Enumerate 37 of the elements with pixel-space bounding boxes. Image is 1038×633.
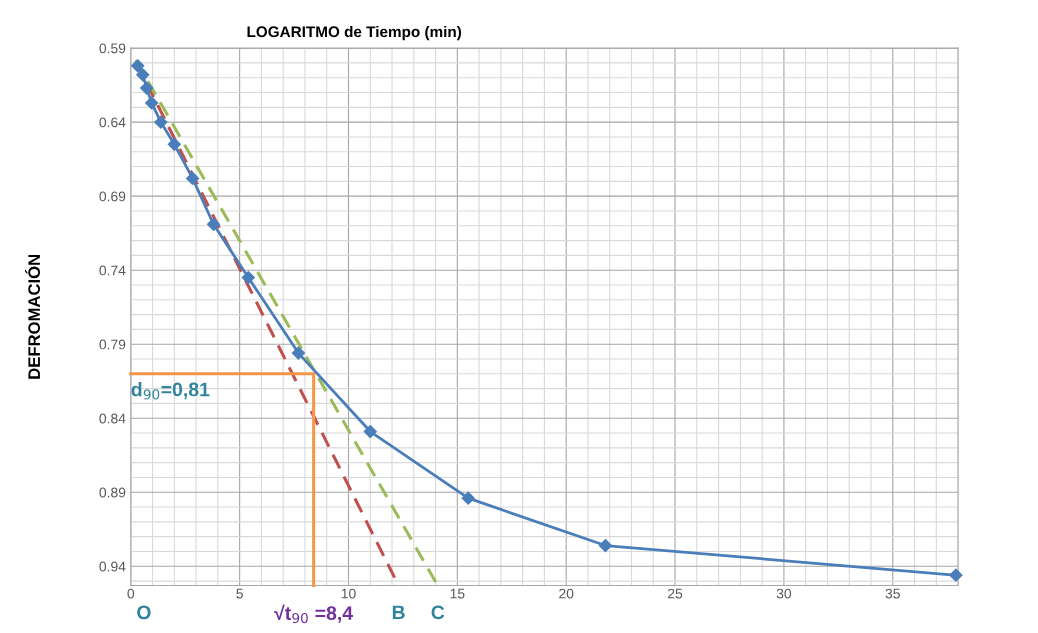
y-tick-label: 0.94 <box>99 561 126 572</box>
annotation: √t$_{90}$ =8,4 <box>274 604 353 624</box>
point <box>241 270 255 285</box>
y-tick-label: 0.74 <box>99 265 126 276</box>
y-tick-label: 0.59 <box>99 43 126 54</box>
point <box>167 137 181 151</box>
y-axis-title: DEFROMACIÓN <box>25 254 41 379</box>
annotation: d$_{90}$=0,81 <box>131 382 210 400</box>
y-tick-label: 0.69 <box>99 191 126 202</box>
x-tick-label: 0 <box>127 588 135 599</box>
y-tick-label: 0.64 <box>99 117 126 128</box>
x-tick-label: 10 <box>341 588 356 599</box>
point <box>291 346 306 360</box>
y-tick-label: 0.89 <box>99 487 126 498</box>
chart-title: LOGARITMO de Tiempo (min) <box>247 25 462 41</box>
annotation: C <box>431 605 445 620</box>
point <box>154 115 168 129</box>
x-tick-label: 15 <box>450 588 465 599</box>
point <box>131 59 145 73</box>
point <box>186 171 200 185</box>
point <box>136 68 150 82</box>
annotation: B <box>392 605 405 620</box>
point <box>363 424 377 439</box>
x-tick-label: 30 <box>776 588 792 599</box>
point <box>206 217 221 231</box>
point <box>461 491 475 505</box>
y-tick-label: 0.84 <box>99 413 126 424</box>
point <box>140 81 154 95</box>
y-tick-label: 0.79 <box>99 339 126 350</box>
x-tick-label: 20 <box>559 588 574 599</box>
x-tick-label: 5 <box>236 588 243 599</box>
point <box>145 96 159 110</box>
text: O <box>137 605 151 620</box>
point <box>949 568 963 582</box>
x-tick-label: 25 <box>668 588 683 599</box>
point <box>598 538 612 553</box>
x-tick-label: 35 <box>885 588 900 599</box>
